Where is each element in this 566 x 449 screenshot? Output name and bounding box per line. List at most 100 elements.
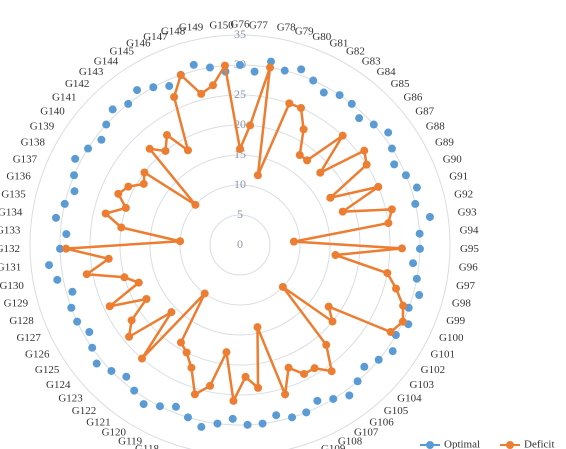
data-point [97,135,106,144]
data-point [67,303,76,312]
category-label: G145 [110,46,135,58]
category-label: G125 [35,364,60,376]
category-label: G126 [25,349,50,361]
data-point [347,99,356,108]
category-label: G93 [458,206,477,218]
data-point [102,120,111,129]
category-label: G133 [0,225,21,237]
data-point [253,323,262,332]
category-label: G106 [369,417,394,429]
series-line [65,62,405,405]
data-point [319,88,328,97]
data-point [85,328,94,336]
data-point [328,317,337,326]
data-point [415,244,424,253]
data-point [124,182,133,191]
category-label: G139 [30,121,55,133]
category-label: G137 [13,153,38,165]
data-point [360,362,369,371]
data-point [412,274,421,283]
category-label: G144 [94,55,119,67]
r-tick-label: 35 [234,27,246,41]
data-point [120,273,129,282]
data-point [197,422,206,431]
category-label: G85 [391,78,410,90]
category-label: G79 [295,25,314,37]
category-label: G121 [86,417,110,429]
grid-ring [209,214,271,276]
data-point [411,199,420,208]
data-point [299,125,308,134]
data-point [329,394,338,403]
data-point [92,359,101,368]
category-label: G134 [0,206,23,218]
category-label: G129 [4,298,29,310]
data-point [280,66,289,75]
category-label: G136 [6,171,31,183]
legend-label: Optimal [444,439,480,449]
data-point [88,343,97,352]
data-point [362,160,371,169]
category-label: G140 [40,106,65,118]
category-label: G99 [446,315,465,327]
data-point [412,183,421,192]
data-point [73,317,82,326]
data-point [398,317,407,326]
data-point [197,89,206,98]
category-label: G80 [312,31,331,43]
category-label: G138 [21,137,46,149]
data-point [322,340,331,349]
data-point [392,284,401,293]
data-point [390,160,399,169]
data-point [285,99,294,108]
category-label: G101 [431,349,455,361]
data-point [176,237,185,246]
category-label: G108 [338,436,363,448]
category-label: G143 [79,66,104,78]
category-label: G109 [321,443,346,449]
data-point [345,391,354,400]
data-point [360,146,369,155]
data-point [258,419,267,428]
r-tick-label: 10 [234,177,246,191]
data-point [331,251,340,260]
data-point [300,369,309,378]
data-point [335,91,344,100]
data-point [316,168,325,177]
category-label: G95 [460,243,479,255]
data-point [183,146,192,155]
data-point [145,144,154,153]
data-point [243,420,252,429]
data-point [254,383,263,392]
data-point [409,259,418,268]
category-label: G82 [346,46,365,58]
category-label: G150 [209,19,234,31]
category-label: G141 [52,91,76,103]
data-point [137,354,146,363]
category-label: G146 [126,38,151,50]
category-label: G98 [452,298,471,310]
data-point [289,237,298,246]
data-point [140,168,149,177]
data-point [387,144,396,153]
r-tick-label: 0 [237,237,243,251]
data-point [295,151,304,160]
data-point [208,81,217,90]
category-label: G76 [231,19,250,31]
category-label: G147 [143,31,168,43]
data-point [324,302,333,311]
data-point [84,144,93,153]
data-point [297,103,306,112]
category-label: G149 [179,22,204,34]
data-point [374,355,383,364]
category-label: G103 [410,379,435,391]
category-label: G107 [354,427,379,439]
data-point [284,363,293,372]
category-label: G127 [16,332,41,344]
category-label: G83 [362,55,381,67]
data-point [213,419,222,428]
category-label: G86 [403,91,422,103]
data-point [130,386,139,395]
data-point [62,244,71,253]
data-point [155,402,164,411]
